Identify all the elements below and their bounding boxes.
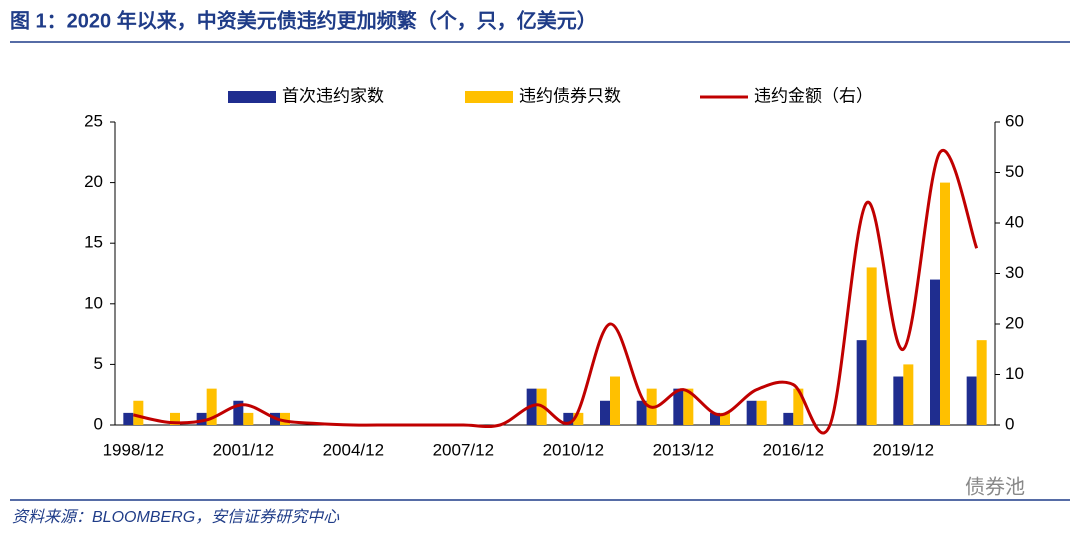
x-tick-label: 2013/12 [653,440,714,459]
x-tick-label: 2010/12 [543,440,604,459]
y2-tick-label: 50 [1005,162,1024,181]
x-tick-label: 2016/12 [763,440,824,459]
legend-swatch [465,91,513,103]
bar [903,364,914,425]
legend-swatch [228,91,276,103]
bar [610,376,620,425]
bar [280,412,290,425]
bar [783,412,794,425]
bar [856,340,867,425]
bar [196,412,207,425]
y-tick-label: 10 [84,293,103,312]
source: 资料来源：BLOOMBERG，安信证券研究中心 [12,508,340,526]
bar [573,412,584,425]
bar [233,400,244,425]
bar [793,388,804,425]
chart-title: 图 1：2020 年以来，中资美元债违约更加频繁（个，只，亿美元） [10,8,597,32]
y2-tick-label: 10 [1005,364,1024,383]
legend-label: 违约债券只数 [519,86,621,105]
bar [720,412,730,425]
bar [930,279,940,425]
bar [756,400,767,425]
bar [940,182,950,425]
line [133,148,979,435]
y-tick-label: 15 [84,233,103,252]
y-tick-label: 5 [94,354,103,373]
x-tick-label: 2004/12 [323,440,384,459]
bar [746,400,757,425]
bar [866,267,877,425]
x-tick-label: 2001/12 [213,440,274,459]
bar [123,412,134,425]
bar [133,400,144,425]
watermark: 债券池 [965,475,1025,498]
x-tick-label: 2019/12 [873,440,934,459]
bar [206,388,217,425]
y2-tick-label: 20 [1005,313,1024,332]
bar [636,400,647,425]
x-tick-label: 2007/12 [433,440,494,459]
bar [673,388,684,425]
y-tick-label: 0 [94,414,103,433]
y2-tick-label: 40 [1005,212,1024,231]
bar [170,412,180,425]
legend-label: 首次违约家数 [282,86,384,105]
x-tick-label: 1998/12 [103,440,164,459]
bar [563,412,574,425]
y2-tick-label: 30 [1005,263,1024,282]
legend-label: 违约金额（右） [754,86,873,105]
bar [683,388,694,425]
bar [600,400,610,425]
bar [710,412,720,425]
bar [976,340,987,425]
y2-tick-label: 0 [1005,414,1014,433]
bar [243,412,254,425]
y-tick-label: 25 [84,111,103,130]
y-tick-label: 20 [84,172,103,191]
y2-tick-label: 60 [1005,111,1024,130]
bar [966,376,977,425]
bar [893,376,904,425]
